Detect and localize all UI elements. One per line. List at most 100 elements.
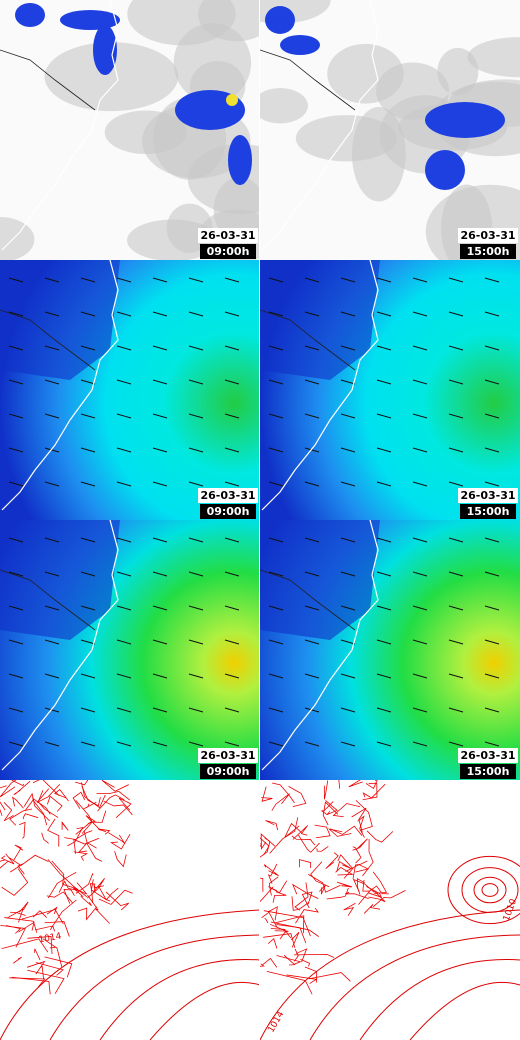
isobar (260, 909, 520, 1040)
wind-arrow (268, 741, 284, 747)
isobar (265, 820, 279, 831)
wind-arrow (44, 311, 60, 317)
isobar (47, 818, 60, 847)
wind-arrow (116, 673, 132, 679)
date-label: 26-03-31 (200, 489, 255, 502)
wind-arrow (224, 639, 240, 645)
wind-arrow (80, 605, 96, 611)
wind-arrow (376, 537, 392, 543)
wind-arrow (116, 345, 132, 351)
isobar (1, 868, 29, 896)
wind-arrow (224, 379, 240, 385)
isobar (1, 938, 49, 953)
wind-arrow (8, 571, 24, 577)
isobar (4, 917, 38, 933)
wind-arrow (412, 311, 428, 317)
wind-arrow (188, 537, 204, 543)
isobar (19, 821, 26, 839)
wind-arrow (304, 537, 320, 543)
isobar (10, 911, 26, 916)
isobar (274, 930, 289, 934)
isobar (26, 960, 46, 975)
isobar (284, 822, 302, 838)
wind-arrow (152, 537, 168, 543)
isobar (149, 981, 260, 1040)
coastline (1, 520, 119, 771)
wind-arrow (152, 741, 168, 747)
date-label: 26-03-31 (200, 229, 255, 242)
time-box (200, 764, 256, 779)
wind-arrow (412, 571, 428, 577)
isobar (13, 780, 31, 795)
wind-arrow (484, 277, 500, 283)
wind-arrow (484, 379, 500, 385)
isobar (343, 902, 356, 916)
isobar (35, 962, 64, 976)
isobar (39, 965, 44, 980)
cloud (260, 88, 308, 124)
wind-arrow (484, 413, 500, 419)
wind-arrow (152, 413, 168, 419)
wind-arrow (80, 413, 96, 419)
wind-arrow (188, 345, 204, 351)
isobar (260, 886, 274, 902)
wind-arrow (152, 673, 168, 679)
wind-arrow (412, 481, 428, 487)
isobar (19, 901, 29, 913)
wind-arrow (44, 673, 60, 679)
isobar (51, 860, 78, 890)
wind-arrow (8, 707, 24, 713)
wind-arrow (448, 413, 464, 419)
isobar (21, 909, 64, 925)
coastline (261, 0, 379, 251)
wind-arrow (188, 277, 204, 283)
isobar (12, 796, 24, 809)
isobar (97, 794, 125, 812)
wind-arrow (116, 379, 132, 385)
wind-arrow (116, 413, 132, 419)
map-panel: 26-03-31 15:00h (260, 260, 520, 520)
map-panel: 26-03-31 09:00h (0, 260, 260, 520)
isobar (359, 959, 520, 1040)
isobar (298, 859, 312, 869)
wind-arrow (8, 481, 24, 487)
wind-arrow (188, 571, 204, 577)
isobar (294, 882, 309, 911)
wind-arrow (152, 379, 168, 385)
map-panel (0, 780, 260, 1040)
wind-arrow (412, 413, 428, 419)
isobar (325, 852, 339, 870)
cloud (127, 219, 219, 260)
wind-arrow (412, 605, 428, 611)
wind-arrow (268, 345, 284, 351)
isobar (363, 904, 381, 914)
map-panel: 26-03-31 09:00h (0, 0, 260, 260)
wind-arrow (116, 571, 132, 577)
wind-arrow (340, 481, 356, 487)
wind-arrow (304, 673, 320, 679)
isobar (270, 928, 292, 939)
coastline (261, 520, 379, 771)
map-panel: 26-03-31 15:00h (260, 520, 520, 780)
wind-arrow (224, 345, 240, 351)
wind-arrow (152, 707, 168, 713)
isobar (13, 844, 24, 861)
time-box (200, 244, 256, 259)
isobar (368, 889, 386, 903)
isobar (42, 938, 63, 967)
wind-arrow (376, 741, 392, 747)
isobar (103, 800, 133, 816)
wind-arrow (44, 345, 60, 351)
wind-arrow (188, 639, 204, 645)
isobar (101, 780, 129, 792)
wind-arrow (8, 605, 24, 611)
isobar (292, 825, 308, 840)
isobar (272, 891, 287, 903)
wind-arrow (152, 311, 168, 317)
border (260, 309, 356, 371)
wind-arrow (188, 673, 204, 679)
isobar (18, 921, 35, 933)
isobar (260, 877, 264, 892)
wind-arrow (304, 639, 320, 645)
wind-arrow (116, 639, 132, 645)
